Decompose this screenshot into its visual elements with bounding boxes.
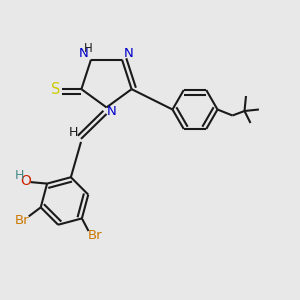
Text: Br: Br	[15, 214, 29, 227]
Text: N: N	[124, 46, 134, 59]
Text: S: S	[51, 82, 60, 97]
Text: Br: Br	[88, 229, 103, 242]
Text: N: N	[79, 46, 88, 59]
Text: N: N	[107, 105, 117, 119]
Text: H: H	[84, 42, 93, 55]
Text: O: O	[20, 174, 31, 188]
Text: H: H	[69, 126, 78, 140]
Text: H: H	[14, 169, 24, 182]
